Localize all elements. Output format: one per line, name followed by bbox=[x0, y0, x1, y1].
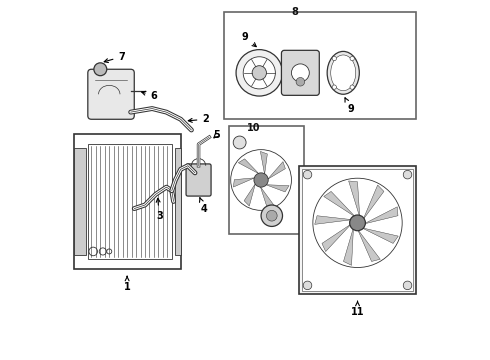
Ellipse shape bbox=[331, 55, 356, 91]
Bar bbox=[74, 134, 181, 269]
Ellipse shape bbox=[327, 51, 359, 94]
Polygon shape bbox=[348, 181, 360, 217]
Bar bbox=[88, 144, 172, 258]
Polygon shape bbox=[260, 185, 274, 206]
Polygon shape bbox=[244, 182, 256, 206]
Circle shape bbox=[350, 57, 354, 61]
Circle shape bbox=[243, 57, 275, 89]
Text: 1: 1 bbox=[124, 276, 130, 292]
Circle shape bbox=[350, 85, 354, 89]
Text: 2: 2 bbox=[188, 114, 209, 124]
Circle shape bbox=[267, 210, 277, 221]
Bar bbox=[298, 166, 416, 294]
Polygon shape bbox=[343, 228, 353, 265]
Polygon shape bbox=[363, 185, 384, 220]
Polygon shape bbox=[362, 228, 398, 243]
Text: 9: 9 bbox=[345, 98, 354, 113]
Text: 9: 9 bbox=[242, 32, 256, 47]
Text: 3: 3 bbox=[156, 198, 163, 221]
Polygon shape bbox=[322, 224, 351, 252]
Circle shape bbox=[303, 281, 312, 290]
Polygon shape bbox=[265, 184, 289, 192]
Circle shape bbox=[296, 77, 305, 86]
Bar bbox=[74, 148, 86, 255]
Polygon shape bbox=[267, 162, 285, 180]
Circle shape bbox=[261, 205, 283, 226]
FancyBboxPatch shape bbox=[88, 69, 134, 119]
Bar bbox=[175, 148, 181, 255]
Circle shape bbox=[403, 281, 412, 290]
Circle shape bbox=[231, 150, 292, 210]
Text: 4: 4 bbox=[199, 198, 207, 213]
Circle shape bbox=[403, 170, 412, 179]
Circle shape bbox=[94, 63, 107, 76]
Circle shape bbox=[107, 249, 112, 254]
Circle shape bbox=[99, 248, 106, 255]
FancyBboxPatch shape bbox=[186, 164, 211, 196]
Bar bbox=[229, 126, 304, 234]
Polygon shape bbox=[324, 192, 355, 217]
Text: 6: 6 bbox=[142, 91, 157, 101]
Circle shape bbox=[254, 173, 268, 187]
Circle shape bbox=[233, 136, 246, 149]
Circle shape bbox=[332, 57, 337, 61]
Bar bbox=[223, 12, 416, 119]
Circle shape bbox=[292, 64, 309, 82]
Circle shape bbox=[236, 50, 283, 96]
Polygon shape bbox=[238, 159, 260, 175]
Polygon shape bbox=[315, 216, 352, 224]
Polygon shape bbox=[364, 207, 398, 224]
Circle shape bbox=[89, 247, 98, 256]
Text: 8: 8 bbox=[292, 7, 298, 17]
Circle shape bbox=[313, 178, 402, 267]
Circle shape bbox=[332, 85, 337, 89]
Polygon shape bbox=[233, 178, 256, 187]
Text: 5: 5 bbox=[213, 130, 220, 140]
Text: 11: 11 bbox=[351, 301, 364, 317]
Text: 10: 10 bbox=[247, 123, 261, 133]
Circle shape bbox=[303, 170, 312, 179]
Text: 7: 7 bbox=[104, 52, 125, 63]
Polygon shape bbox=[358, 229, 380, 261]
Circle shape bbox=[252, 66, 267, 80]
Polygon shape bbox=[260, 152, 268, 176]
Bar bbox=[302, 169, 413, 291]
Circle shape bbox=[350, 215, 366, 231]
FancyBboxPatch shape bbox=[281, 50, 319, 95]
